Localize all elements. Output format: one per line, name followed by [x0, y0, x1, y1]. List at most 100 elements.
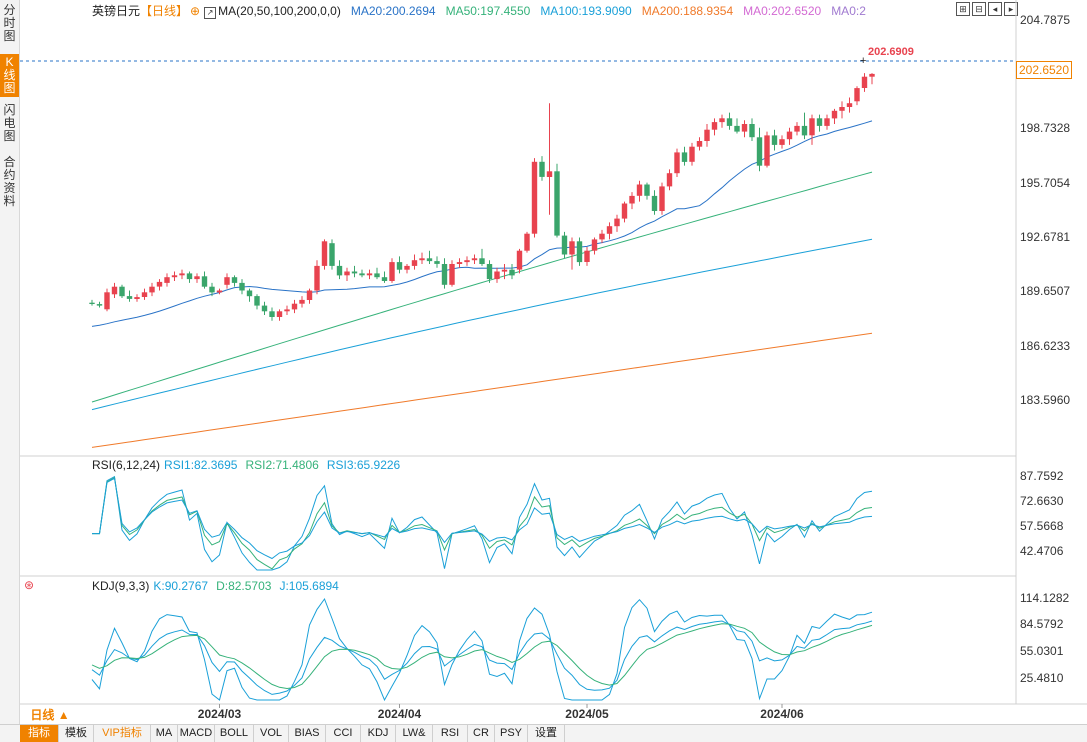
price-axis-label: 192.6781 [1020, 230, 1070, 244]
candle-body [171, 275, 178, 278]
symbol-name: 英镑日元 [92, 4, 141, 18]
period-label[interactable]: 【日线】 [140, 4, 189, 18]
settings-icon[interactable]: ⊕ [190, 4, 201, 18]
indicator-tab[interactable]: VOL [254, 725, 289, 742]
indicator-tab[interactable]: LW& [396, 725, 433, 742]
indicator-tab[interactable]: MA [151, 725, 178, 742]
candle-body [194, 276, 200, 280]
tab-flash-chart[interactable]: 闪电图 [3, 103, 16, 143]
candle-body [231, 277, 238, 283]
candle-body [111, 286, 118, 295]
left-arrow-icon[interactable]: ◂ [988, 2, 1002, 16]
candle-body [854, 88, 860, 102]
indicator-tab[interactable]: 指标 [20, 725, 59, 742]
ma0-value-2: MA0:2 [831, 4, 866, 18]
date-label: 2024/04 [378, 707, 422, 721]
indicator-tab[interactable]: CR [468, 725, 495, 742]
candle-body [614, 218, 620, 227]
candle-body [606, 226, 613, 234]
kdj-line [91, 620, 873, 695]
candle-body [389, 262, 395, 281]
candle-body [104, 292, 110, 310]
candle-body [366, 273, 373, 276]
candle-body [186, 273, 193, 280]
kdj-title: KDJ(9,3,3) [92, 579, 150, 593]
last-price-tag: 202.6520 [1016, 61, 1072, 79]
candle-body [201, 276, 208, 287]
indicator-tab[interactable]: VIP指标 [94, 725, 151, 742]
kdj-line [91, 623, 873, 690]
candle-body [344, 271, 350, 276]
ma20-value: MA20:200.2694 [350, 4, 436, 18]
tab-kline-chart[interactable]: K线图 [0, 54, 19, 97]
target-icon[interactable]: ⊛ [24, 578, 35, 592]
indicator-tab[interactable]: BIAS [289, 725, 326, 742]
indicator-tab[interactable]: PSY [495, 725, 528, 742]
candle-body [494, 271, 500, 280]
indicator-tab[interactable]: 模板 [59, 725, 94, 742]
right-arrow-icon[interactable]: ▸ [1004, 2, 1018, 16]
left-sidebar: 分时图 K线图 闪电图 合约资料 [0, 0, 20, 741]
kdj-axis-label: 84.5792 [1020, 617, 1064, 631]
candle-body [591, 239, 598, 251]
candle-body [179, 273, 185, 276]
candle-body [651, 195, 658, 211]
indicator-tab[interactable]: RSI [433, 725, 468, 742]
candle-body [441, 264, 448, 285]
candle-body [374, 273, 380, 278]
ma-line [91, 238, 873, 411]
candle-body [426, 258, 433, 262]
indicator-tab[interactable]: KDJ [361, 725, 396, 742]
candle-body [464, 260, 470, 263]
candle-body [501, 269, 508, 272]
candle-body [644, 184, 650, 196]
candle-body [164, 277, 170, 283]
tab-time-chart[interactable]: 分时图 [3, 3, 16, 43]
candle-body [261, 305, 268, 312]
candle-body [306, 290, 313, 300]
candle-body [554, 171, 560, 236]
candle-body [681, 152, 688, 162]
kdj-legend: KDJ(9,3,3) K:90.2767 D:82.5703 J:105.6894 [92, 579, 339, 593]
candle-body [621, 203, 628, 219]
candle-body [471, 258, 478, 261]
candle-body [764, 135, 770, 166]
ma-indicator-icon[interactable]: ↗ [204, 7, 217, 19]
indicator-tab[interactable]: BOLL [215, 725, 254, 742]
price-axis-label: 195.7054 [1020, 176, 1070, 190]
price-axis-label: 198.7328 [1020, 121, 1070, 135]
candle-body [411, 260, 418, 266]
period-selector[interactable]: 日线 ▲ [30, 708, 70, 722]
candle-body [269, 311, 275, 317]
kdj-axis-label: 114.1282 [1020, 591, 1069, 605]
date-label: 2024/03 [198, 707, 242, 721]
zoom-out-icon[interactable]: ⊟ [972, 2, 986, 16]
rsi-legend: RSI(6,12,24) RSI1:82.3695 RSI2:71.4806 RSI3… [92, 458, 400, 472]
candle-body [801, 125, 808, 136]
candle-body [794, 125, 800, 132]
tab-contract-info[interactable]: 合约资料 [3, 155, 16, 208]
ma50-value: MA50:197.4550 [445, 4, 531, 18]
candle-body [449, 264, 455, 285]
candle-body [704, 129, 710, 141]
ma20-line [91, 120, 873, 327]
candle-body [524, 233, 530, 251]
candle-body [824, 118, 830, 126]
kdj-axis-label: 55.0301 [1020, 644, 1064, 658]
candle-body [696, 141, 703, 147]
indicator-tab[interactable]: 设置 [528, 725, 565, 742]
candle-body [846, 103, 853, 107]
indicator-tab[interactable]: MACD [178, 725, 215, 742]
kline-chart[interactable]: 204.7875201.7602198.7328195.7054192.6781… [0, 0, 1087, 722]
candle-body [546, 171, 553, 177]
candle-body [329, 243, 335, 266]
ma-legend: 英镑日元【日线】 ⊕ ↗ MA(20,50,100,200,0,0) MA20:200.… [92, 2, 876, 19]
indicator-tab[interactable]: CCI [326, 725, 361, 742]
candle-body [299, 299, 305, 304]
candle-body [599, 233, 605, 240]
candle-body [734, 125, 740, 132]
ma0-value: MA0:202.6520 [743, 4, 822, 18]
zoom-in-icon[interactable]: ⊞ [956, 2, 970, 16]
candle-body [336, 265, 343, 276]
candle-body [246, 290, 253, 297]
